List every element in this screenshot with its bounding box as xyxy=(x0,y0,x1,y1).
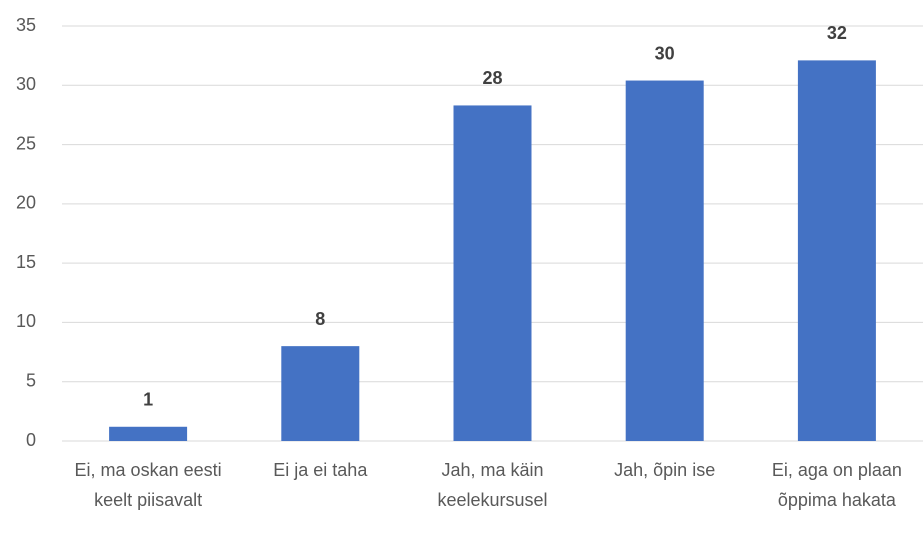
y-tick-label: 5 xyxy=(26,370,36,390)
value-label: 28 xyxy=(482,68,502,88)
value-label: 32 xyxy=(827,23,847,43)
bar xyxy=(797,60,876,442)
y-tick-label: 15 xyxy=(16,252,36,272)
y-tick-label: 35 xyxy=(16,15,36,35)
value-label: 1 xyxy=(143,390,153,410)
x-tick-label: Ei, ma oskan eesti keelt piisavalt xyxy=(74,460,222,510)
bar xyxy=(109,426,188,441)
bar xyxy=(625,80,704,442)
y-tick-label: 25 xyxy=(16,133,36,153)
value-label: 30 xyxy=(655,43,675,63)
value-label: 8 xyxy=(315,309,325,329)
bar xyxy=(281,346,360,441)
x-tick-label: Ei ja ei taha xyxy=(273,460,368,480)
x-tick-label: Jah, õpin ise xyxy=(614,460,716,480)
bar xyxy=(453,105,532,441)
y-tick-label: 20 xyxy=(16,193,36,213)
y-tick-label: 30 xyxy=(16,74,36,94)
x-tick-label: Ei, aga on plaan õppima hakata xyxy=(771,460,902,510)
x-tick-label: Jah, ma käin keelekursusel xyxy=(437,460,548,510)
y-tick-label: 0 xyxy=(26,430,36,450)
y-tick-label: 10 xyxy=(16,311,36,331)
